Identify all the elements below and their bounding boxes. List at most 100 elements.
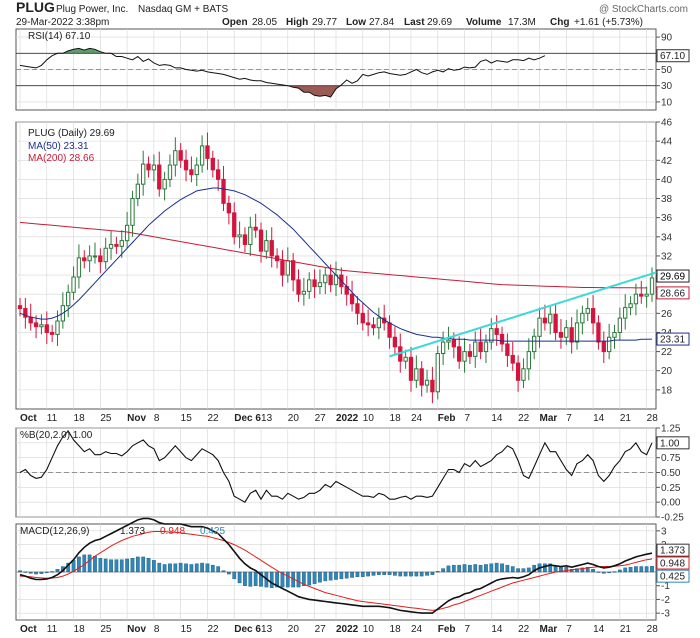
y-tick-label: 18 [661,385,673,396]
price-panel: 46444240383634323028262422201829.6928.66… [15,118,690,410]
candle-body [194,164,199,176]
candle-body [119,240,124,247]
candle-body [296,279,301,295]
y-tick-label: -3 [661,609,670,620]
macd-histogram-bar [296,571,301,588]
candle-body [414,368,419,381]
y-tick-label: 36 [661,213,673,224]
candle-body [371,324,376,329]
candle-body [483,341,489,353]
candle-body [430,379,435,393]
rsi-marks [16,47,656,98]
macd-histogram-bar [505,564,510,573]
macd-histogram-bar [77,556,81,573]
rsi-panel: 907050301067.10 RSI(14) 67.10 [15,28,690,111]
y-tick-label: -1 [661,581,670,592]
macd-histogram-bar [248,571,253,587]
candle-body [285,260,290,276]
macd-histogram-bar [34,571,38,575]
macd-histogram-bar [360,571,365,577]
macd-histogram-bar [114,559,119,573]
macd-histogram-bar [194,563,199,573]
watermark: @ StockCharts.com [599,4,688,15]
candle-body [264,240,269,252]
macd-histogram-bar [414,571,419,577]
candle-body [387,322,392,338]
candle-body [510,354,515,364]
y-tick-label: 50 [661,65,673,76]
exchange: Nasdaq GM + BATS [138,4,228,15]
x-tick-label: Nov [127,624,146,635]
x-tick-label: 8 [154,624,160,635]
y-tick-label: -0.25 [661,513,684,524]
candle-body [157,164,162,190]
candle-body [55,320,60,335]
candle-body [612,331,617,338]
ma200-line [19,221,647,289]
candle-body [146,163,151,171]
y-tick-label: 40 [661,175,673,186]
candle-body [542,317,548,324]
macd-histogram-bar [425,571,429,576]
company-name: Plug Power, Inc. [56,4,128,15]
value-tag-label: 23.31 [660,335,685,346]
candle-body [633,293,639,305]
percent-b-gridlines [16,427,656,518]
macd-histogram-bar [93,556,97,573]
x-tick-label: 21 [620,624,632,635]
x-tick-label: 28 [647,413,659,424]
x-tick-label: 7 [566,624,572,635]
x-tick-label: 13 [261,413,273,424]
y-tick-label: 1.25 [661,424,681,435]
macd-histogram-bar [157,562,162,573]
last-value: 29.69 [427,17,452,28]
candle-body [301,290,307,295]
candle-body [639,293,644,297]
y-tick-label: 0.50 [661,468,681,479]
macd-marks [16,517,656,614]
candle-body [141,163,146,185]
candle-body [232,212,237,238]
x-tick-label: 22 [518,413,530,424]
macd-histogram-bar [210,564,215,573]
macd-histogram-bar [350,571,354,578]
x-tick-label: 25 [100,624,112,635]
y-tick-label: 0.25 [661,483,681,494]
macd-histogram-bar [146,558,151,573]
y-tick-label: 46 [661,118,673,129]
x-tick-label: 20 [288,624,300,635]
x-tick-label: 20 [288,413,300,424]
value-tag-label: 0.425 [660,572,685,583]
value-tag [656,49,690,63]
macd-histogram-bar [376,571,381,575]
candle-body [446,339,451,343]
candle-body [585,308,590,314]
candle-body [76,257,82,278]
macd-histogram-bar [178,562,183,573]
macd-histogram-bar [403,571,408,577]
y-tick-label: 22 [661,347,673,358]
high-label: High [286,17,308,28]
candle-body [355,303,360,314]
candle-body [33,322,39,328]
candle-body [424,379,430,386]
y-tick-label: 0.75 [661,453,681,464]
value-tag-label: 29.69 [660,272,685,283]
macd-histogram-bar [521,568,526,573]
legend-ma200: MA(200) 28.66 [28,153,95,164]
x-tick-label: Nov [127,413,146,424]
candle-body [580,312,585,324]
y-tick-label: 34 [661,232,673,243]
value-tag-label: 1.00 [660,438,680,449]
macd-histogram-bar [371,571,376,576]
x-tick-label: Mar [540,413,558,424]
x-tick-label: Mar [540,624,558,635]
macd-histogram-bar [650,565,654,573]
percent-b-panel: 1.251.000.750.500.250.00-0.251.00 %B(20,… [15,424,690,524]
macd-line [19,517,653,614]
macd-histogram-bar [484,564,488,573]
macd-title-value: 1.373 [120,526,145,537]
macd-histogram-bar [634,566,638,573]
candle-body [17,305,23,310]
